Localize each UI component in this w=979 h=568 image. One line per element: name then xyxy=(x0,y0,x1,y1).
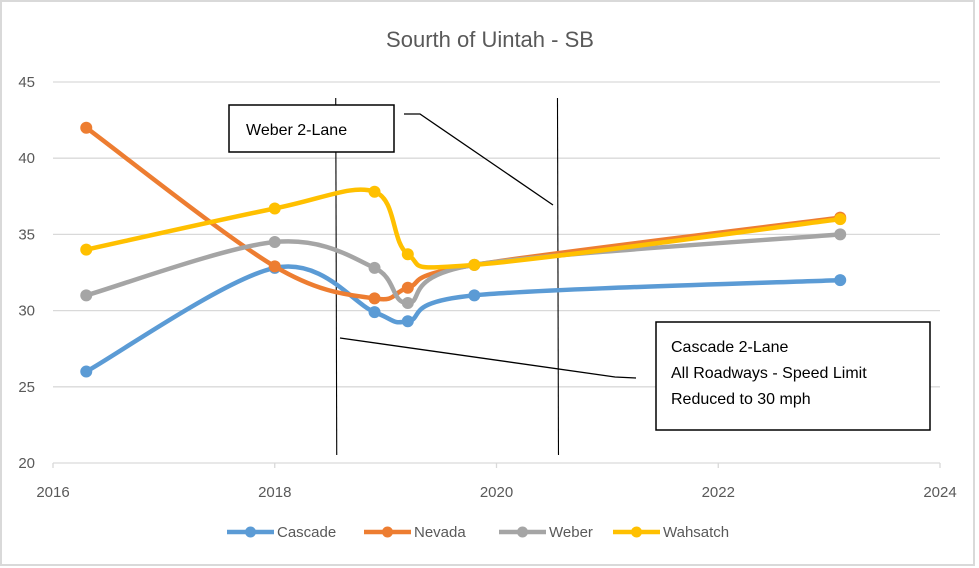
legend-item-wahsatch: Wahsatch xyxy=(613,524,729,541)
cascade-annotation-line-3: Reduced to 30 mph xyxy=(671,391,811,408)
data-point-cascade xyxy=(401,315,414,328)
legend: Cascade Nevada Weber Wahsatch xyxy=(227,524,729,541)
data-point-wahsatch xyxy=(401,248,414,261)
data-point-cascade xyxy=(80,365,93,378)
x-axis: 2016 2018 2020 2022 2024 xyxy=(36,462,957,501)
data-point-weber xyxy=(80,289,93,302)
data-point-nevada xyxy=(401,281,414,294)
weber-annotation-box xyxy=(228,104,395,153)
y-tick-label: 20 xyxy=(18,455,35,472)
legend-item-nevada: Nevada xyxy=(364,524,466,541)
legend-swatch-marker xyxy=(245,526,256,538)
data-point-nevada xyxy=(368,292,381,305)
series-line-cascade xyxy=(84,264,843,374)
reference-line-2 xyxy=(556,97,560,456)
legend-item-cascade: Cascade xyxy=(227,524,336,541)
reference-line-1 xyxy=(335,97,338,456)
series-wahsatch xyxy=(80,185,847,271)
legend-label: Wahsatch xyxy=(663,524,729,541)
x-tick-label: 2020 xyxy=(480,484,513,501)
reference-lines xyxy=(335,97,560,456)
cascade-annotation-box xyxy=(655,321,931,431)
data-point-cascade xyxy=(468,289,481,302)
cascade-annotation-line-1: Cascade 2-Lane xyxy=(671,339,789,356)
y-tick-label: 30 xyxy=(18,303,35,320)
x-tick-label: 2018 xyxy=(258,484,291,501)
series-line-nevada xyxy=(84,125,843,302)
weber-annotation-text: Weber 2-Lane xyxy=(246,122,347,139)
y-tick-label: 45 xyxy=(18,74,35,91)
series-nevada xyxy=(80,121,847,305)
y-tick-label: 25 xyxy=(18,379,35,396)
x-tick-label: 2024 xyxy=(923,484,956,501)
legend-label: Weber xyxy=(549,524,593,541)
cascade-annotation-leader xyxy=(339,337,637,379)
data-point-nevada xyxy=(268,260,281,273)
data-point-wahsatch xyxy=(834,213,847,226)
data-point-nevada xyxy=(80,121,93,134)
data-point-wahsatch xyxy=(468,258,481,271)
y-tick-label: 35 xyxy=(18,226,35,243)
series-line-wahsatch xyxy=(84,187,843,270)
data-point-weber xyxy=(401,296,414,309)
series-weber xyxy=(80,228,847,309)
y-tick-label: 40 xyxy=(18,150,35,167)
data-point-weber xyxy=(834,228,847,241)
series-line-weber xyxy=(84,232,843,306)
data-point-wahsatch xyxy=(368,185,381,198)
legend-swatch-marker xyxy=(517,526,528,538)
data-point-weber xyxy=(268,236,281,249)
x-tick-label: 2022 xyxy=(702,484,735,501)
data-point-cascade xyxy=(834,274,847,287)
legend-swatch-marker xyxy=(382,526,393,538)
legend-item-weber: Weber xyxy=(499,524,593,541)
x-tick-label: 2016 xyxy=(36,484,69,501)
data-point-wahsatch xyxy=(80,243,93,256)
legend-swatch-marker xyxy=(631,526,642,538)
data-point-wahsatch xyxy=(268,202,281,215)
y-axis-ticks: 20 25 30 35 40 45 xyxy=(18,74,35,472)
legend-label: Nevada xyxy=(414,524,466,541)
series-group xyxy=(80,121,847,378)
chart-title: Sourth of Uintah - SB xyxy=(386,27,594,52)
weber-annotation-leader xyxy=(404,113,554,206)
annotations: Weber 2-Lane Cascade 2-Lane All Roadways… xyxy=(228,104,931,431)
data-point-weber xyxy=(368,261,381,274)
cascade-annotation-line-2: All Roadways - Speed Limit xyxy=(671,365,867,382)
data-point-cascade xyxy=(368,306,381,319)
legend-label: Cascade xyxy=(277,524,336,541)
